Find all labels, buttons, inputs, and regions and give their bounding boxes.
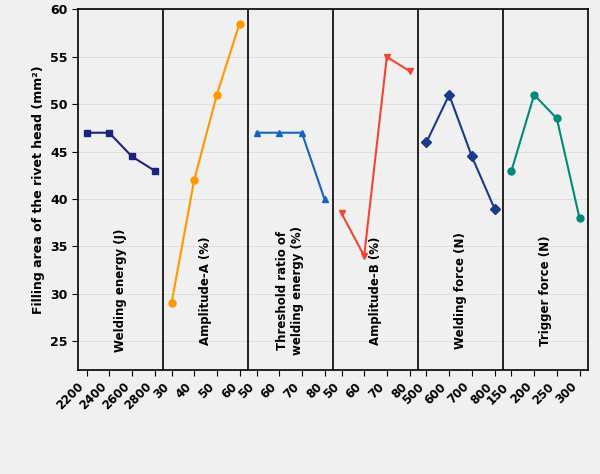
Y-axis label: Filling area of the rivet head (mm²): Filling area of the rivet head (mm²) <box>32 65 44 314</box>
Text: Welding force (N): Welding force (N) <box>454 232 467 349</box>
Text: Amplitude-A (%): Amplitude-A (%) <box>199 236 212 345</box>
Text: Welding energy (J): Welding energy (J) <box>114 229 127 352</box>
Text: Amplitude-B (%): Amplitude-B (%) <box>369 236 382 345</box>
Text: Threshold ratio of
welding energy (%): Threshold ratio of welding energy (%) <box>277 226 305 355</box>
Text: Trigger force (N): Trigger force (N) <box>539 235 552 346</box>
